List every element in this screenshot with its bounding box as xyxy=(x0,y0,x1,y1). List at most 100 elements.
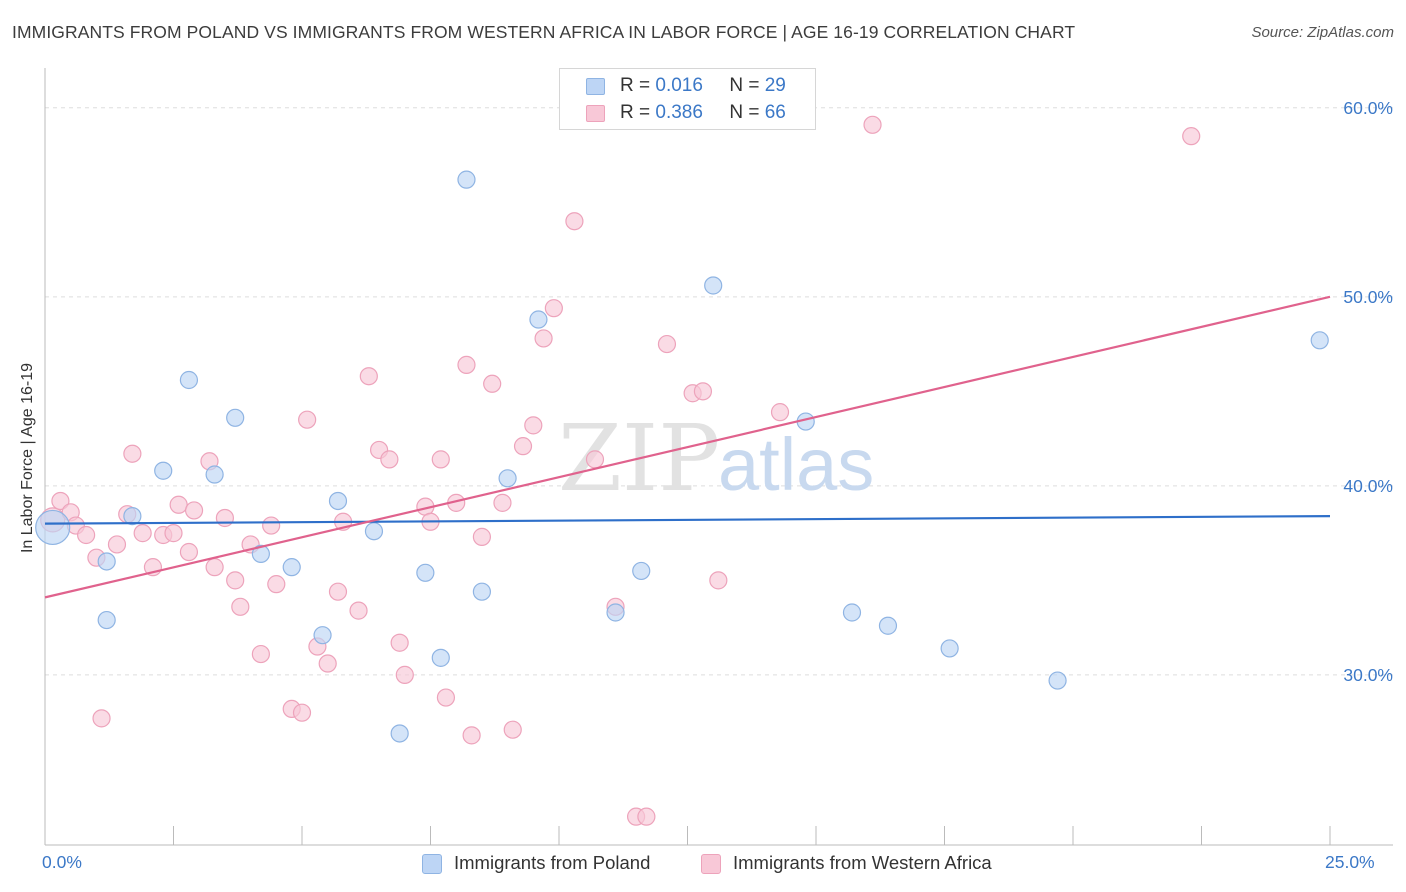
point-western-africa xyxy=(585,450,605,469)
y-tick-label: 60.0% xyxy=(1343,98,1393,118)
bottom-legend-swatch-western-africa xyxy=(701,854,721,874)
point-poland xyxy=(251,544,270,564)
y-tick-label: 40.0% xyxy=(1343,476,1393,496)
legend-n-value-poland: 29 xyxy=(764,75,786,96)
point-poland xyxy=(97,610,116,630)
point-western-africa xyxy=(133,524,152,543)
point-western-africa xyxy=(709,571,728,590)
point-poland xyxy=(123,506,142,526)
point-poland xyxy=(179,370,199,390)
trend-line-poland xyxy=(44,514,1331,525)
legend-r-value-western-africa: 0.386 xyxy=(655,102,703,123)
legend-r-value-poland: 0.016 xyxy=(655,75,703,96)
point-western-africa xyxy=(472,527,491,546)
point-poland xyxy=(154,461,173,480)
point-poland xyxy=(328,491,348,511)
point-western-africa xyxy=(267,575,286,594)
point-western-africa xyxy=(493,493,512,512)
point-western-africa xyxy=(359,367,378,386)
point-poland xyxy=(1048,671,1067,690)
point-western-africa xyxy=(544,299,563,318)
point-western-africa xyxy=(262,516,281,535)
point-western-africa xyxy=(431,450,450,469)
point-western-africa xyxy=(51,491,70,511)
y-tick-label: 50.0% xyxy=(1343,287,1393,307)
point-western-africa xyxy=(184,501,204,520)
watermark-atlas: atlas xyxy=(718,423,874,506)
legend-n-label: N = xyxy=(729,75,760,96)
point-poland xyxy=(313,626,332,645)
point-western-africa xyxy=(164,524,183,543)
point-western-africa xyxy=(328,582,348,601)
trend-lines xyxy=(44,295,1331,599)
legend-swatch-western-africa xyxy=(586,105,605,122)
legend-n-value-western-africa: 66 xyxy=(764,102,786,123)
point-western-africa xyxy=(251,644,270,664)
legend-n-label: N = xyxy=(729,102,760,123)
point-poland xyxy=(529,310,548,329)
point-western-africa xyxy=(436,688,456,707)
bottom-legend-label-poland: Immigrants from Poland xyxy=(454,852,651,873)
series-poland-points xyxy=(35,170,1329,743)
y-axis-label: In Labor Force | Age 16-19 xyxy=(19,362,36,554)
legend-r-label: R = xyxy=(620,75,651,96)
legend-swatch-poland xyxy=(586,78,605,95)
point-poland xyxy=(878,616,898,635)
y-tick-label: 30.0% xyxy=(1343,665,1393,685)
point-western-africa xyxy=(524,416,543,435)
point-western-africa xyxy=(123,444,142,463)
point-poland xyxy=(226,408,245,427)
point-poland xyxy=(205,465,224,484)
point-western-africa xyxy=(380,450,399,469)
legend-r-label: R = xyxy=(620,102,651,123)
trend-line-western-africa xyxy=(44,295,1331,599)
point-western-africa xyxy=(205,558,224,577)
point-western-africa xyxy=(92,709,111,728)
point-western-africa xyxy=(318,654,337,673)
chart-title: IMMIGRANTS FROM POLAND VS IMMIGRANTS FRO… xyxy=(12,22,1076,42)
point-poland xyxy=(364,522,384,541)
point-poland xyxy=(606,603,625,622)
point-western-africa xyxy=(503,720,522,739)
point-western-africa xyxy=(657,334,677,354)
point-poland xyxy=(35,509,71,546)
point-poland xyxy=(940,639,959,658)
grid-lines xyxy=(45,107,1393,676)
point-poland xyxy=(282,558,301,577)
point-western-africa xyxy=(298,410,317,429)
point-poland xyxy=(472,582,491,601)
point-western-africa xyxy=(395,665,414,684)
point-western-africa xyxy=(770,403,790,422)
point-western-africa xyxy=(462,726,481,745)
x-tick-label-max: 25.0% xyxy=(1325,852,1375,872)
point-western-africa xyxy=(169,495,188,514)
point-western-africa xyxy=(1182,127,1201,146)
point-western-africa xyxy=(107,535,127,554)
point-poland xyxy=(97,552,116,571)
correlation-legend: R = 0.016 N = 29 R = 0.386 N = 66 xyxy=(559,68,816,130)
point-western-africa xyxy=(215,508,234,528)
series-western-africa-points xyxy=(40,115,1201,826)
point-poland xyxy=(842,603,862,622)
axes xyxy=(44,68,1393,846)
point-western-africa xyxy=(863,115,882,134)
point-poland xyxy=(431,648,450,667)
point-western-africa xyxy=(349,601,368,620)
point-poland xyxy=(416,563,435,582)
point-western-africa xyxy=(637,807,656,826)
point-western-africa xyxy=(483,374,502,393)
y-tick-labels: 30.0% 40.0% 50.0% 60.0% xyxy=(1343,98,1393,685)
point-poland xyxy=(1310,331,1329,350)
point-poland xyxy=(632,561,651,581)
point-western-africa xyxy=(534,329,553,348)
point-western-africa xyxy=(565,212,584,231)
point-western-africa xyxy=(292,703,312,722)
source-credit: Source: ZipAtlas.com xyxy=(1251,24,1394,41)
point-poland xyxy=(498,469,517,488)
point-western-africa xyxy=(77,525,96,545)
point-western-africa xyxy=(693,382,713,401)
watermark: ZIP atlas xyxy=(558,405,874,512)
point-poland xyxy=(390,724,409,743)
point-western-africa xyxy=(179,542,199,562)
point-western-africa xyxy=(457,355,476,374)
